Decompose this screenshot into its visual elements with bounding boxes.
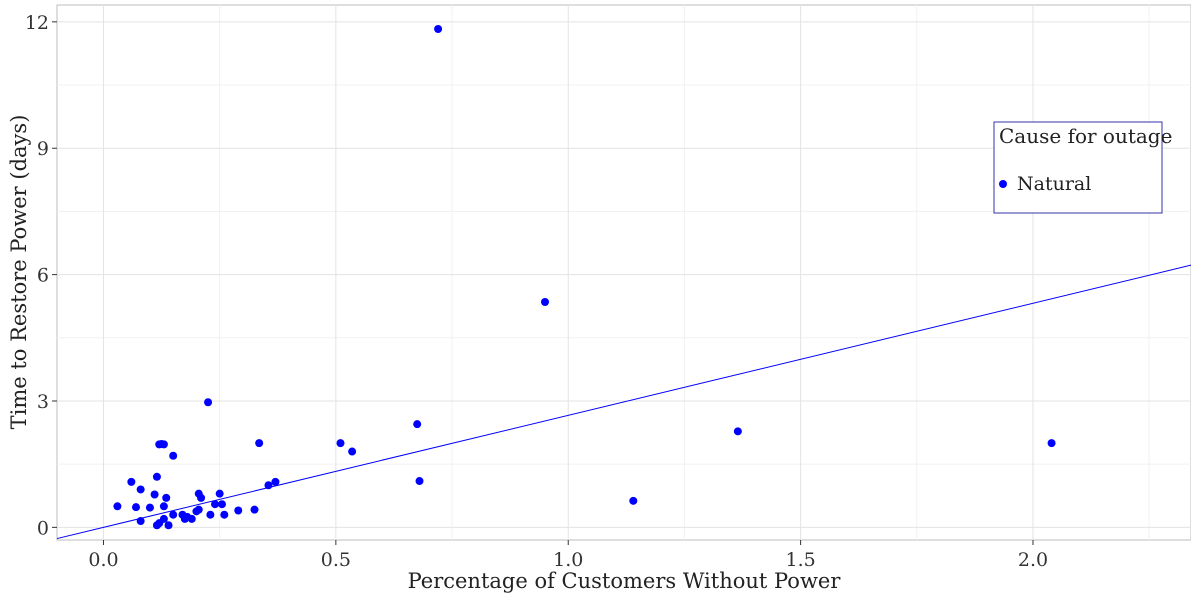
data-point [169,510,178,519]
data-point [255,439,264,448]
y-tick-label: 3 [37,391,49,413]
data-point [159,502,168,511]
data-point [136,485,145,494]
data-point [336,439,345,448]
data-point [220,510,229,519]
data-point [132,503,141,512]
axes: 0.0 0.5 1.0 1.5 2.0 0 3 6 9 12 [25,12,1048,571]
y-tick-label: 0 [37,517,49,539]
x-tick-label: 0.0 [88,549,118,571]
data-point [250,505,259,514]
x-tick-label: 1.5 [785,549,815,571]
data-point [152,472,161,481]
data-point [733,427,742,436]
data-point [348,447,357,456]
data-point [197,493,206,502]
data-point [204,398,213,407]
data-point [169,451,178,460]
data-point [164,521,173,530]
data-point [187,514,196,523]
trend-line [56,264,1191,540]
data-point [159,440,168,449]
data-point [159,514,168,523]
y-tick-label: 9 [37,138,49,160]
data-point [145,503,154,512]
data-point [217,500,226,509]
data-point [136,517,145,526]
legend-label-natural: Natural [1017,173,1091,195]
data-point [413,420,422,429]
data-point [211,500,220,509]
trend-line-layer [56,264,1191,540]
legend-marker-natural [999,180,1007,188]
data-point [162,493,171,502]
data-point [264,481,273,490]
x-tick-label: 0.5 [321,549,351,571]
data-point [127,477,136,486]
x-tick-label: 2.0 [1018,549,1048,571]
data-point [234,506,243,515]
y-axis-title: Time to Restore Power (days) [7,115,31,430]
data-point [540,297,549,306]
x-axis-title: Percentage of Customers Without Power [408,569,842,593]
data-point [415,477,424,486]
data-point [113,502,122,511]
data-point [150,490,159,499]
data-points [113,25,1056,530]
legend-title: Cause for outage [999,124,1172,148]
plot-background [56,4,1191,541]
data-point [1047,439,1056,448]
legend: Cause for outage Natural [993,121,1172,214]
x-tick-label: 1.0 [553,549,583,571]
data-point [629,496,638,505]
data-point [215,489,224,498]
data-point [434,25,443,34]
legend-box [993,121,1163,214]
data-point [194,505,203,514]
y-tick-label: 6 [37,265,49,287]
data-point [206,510,215,519]
y-tick-label: 12 [25,12,49,34]
data-point [271,477,280,486]
